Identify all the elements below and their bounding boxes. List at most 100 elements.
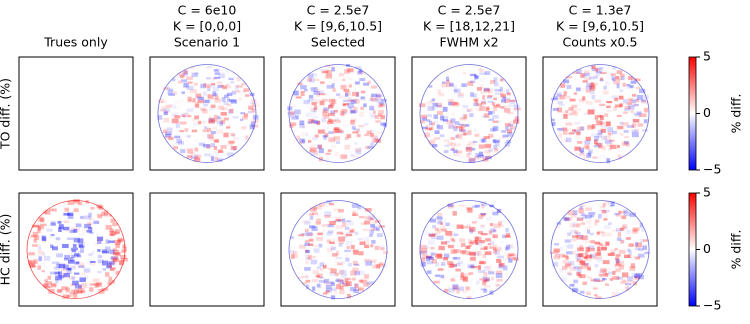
image-panel <box>149 192 265 307</box>
noise-pixel <box>383 122 387 128</box>
noise-pixel <box>230 81 235 84</box>
noise-pixel <box>340 274 348 279</box>
noise-pixel <box>500 93 506 98</box>
noise-pixel <box>440 228 448 232</box>
noise-pixel <box>183 69 188 75</box>
noise-pixel <box>55 275 63 281</box>
noise-pixel <box>105 239 110 244</box>
noise-pixel <box>581 267 589 270</box>
noise-pixel <box>319 276 324 279</box>
noise-pixel <box>293 254 299 259</box>
noise-pixel <box>359 216 365 219</box>
noise-pixel <box>112 259 117 263</box>
noise-pixel <box>644 251 650 254</box>
noise-pixel <box>597 246 601 251</box>
noise-pixel <box>289 111 295 115</box>
noise-pixel <box>606 105 611 108</box>
noise-pixel <box>37 250 43 253</box>
noise-pixel <box>331 287 336 291</box>
noise-pixel <box>571 104 578 108</box>
noise-pixel <box>181 79 188 83</box>
noise-pixel <box>224 94 229 98</box>
noise-pixel <box>112 248 118 251</box>
noise-pixel <box>554 98 562 102</box>
noise-pixel <box>480 288 487 291</box>
noise-pixel <box>446 244 450 248</box>
noise-pixel <box>340 270 347 276</box>
noise-pixel <box>594 264 599 268</box>
noise-pixel <box>105 272 110 277</box>
noise-pixel <box>600 115 604 120</box>
noise-pixel <box>68 275 73 280</box>
noise-pixel <box>628 250 632 255</box>
noise-pixel <box>319 202 326 207</box>
noise-pixel <box>308 95 314 99</box>
noise-pixel <box>81 283 88 288</box>
noise-pixel <box>492 211 499 216</box>
noise-pixel <box>601 145 606 151</box>
noise-pixel <box>638 248 644 251</box>
noise-pixel <box>440 217 447 223</box>
noise-pixel <box>474 75 480 79</box>
noise-pixel <box>564 217 570 221</box>
noise-pixel <box>583 274 589 278</box>
noise-pixel <box>631 123 637 128</box>
noise-pixel <box>212 87 220 92</box>
noise-pixel <box>201 108 209 114</box>
noise-pixel <box>579 147 585 152</box>
noise-pixel <box>74 253 80 257</box>
noise-pixel <box>312 206 318 211</box>
noise-pixel <box>459 250 467 254</box>
noise-pixel <box>347 294 351 299</box>
noise-pixel <box>604 139 612 144</box>
noise-pixel <box>579 260 586 263</box>
noise-pixel <box>612 270 616 275</box>
noise-pixel <box>482 281 486 286</box>
noise-pixel <box>327 120 334 124</box>
noise-pixel <box>71 229 75 233</box>
noise-pixel <box>202 109 207 114</box>
noise-pixel <box>487 243 491 246</box>
noise-pixel <box>204 153 211 157</box>
noise-pixel <box>453 233 459 236</box>
noise-pixel <box>359 85 363 88</box>
noise-pixel <box>632 228 638 233</box>
noise-pixel <box>318 148 324 154</box>
noise-pixel <box>354 271 360 276</box>
noise-pixel <box>232 134 237 138</box>
noise-pixel <box>580 234 584 240</box>
noise-pixel <box>615 268 621 273</box>
noise-pixel <box>109 233 116 237</box>
noise-pixel <box>304 242 310 247</box>
noise-pixel <box>376 233 383 238</box>
noise-pixel <box>583 262 590 266</box>
noise-pixel <box>30 234 37 238</box>
noise-pixel <box>444 144 450 147</box>
noise-pixel <box>479 69 486 73</box>
noise-pixel <box>584 144 590 148</box>
noise-pixel <box>471 147 476 151</box>
noise-pixel <box>501 234 507 239</box>
noise-pixel <box>622 272 629 278</box>
noise-pixel <box>478 151 484 157</box>
noise-pixel <box>565 256 569 260</box>
noise-pixel <box>465 147 472 150</box>
noise-pixel <box>365 260 373 266</box>
noise-pixel <box>634 247 640 251</box>
noise-pixel <box>230 146 238 150</box>
noise-pixel <box>223 132 229 138</box>
noise-pixel <box>496 258 502 263</box>
noise-pixel <box>89 280 93 284</box>
noise-pixel <box>241 123 247 128</box>
noise-pixel <box>333 128 338 134</box>
noise-pixel <box>333 208 340 211</box>
noise-pixel <box>194 115 199 120</box>
noise-pixel <box>363 239 370 245</box>
noise-pixel <box>370 141 375 146</box>
noise-pixel <box>637 112 642 116</box>
noise-pixel <box>594 241 601 245</box>
noise-pixel <box>587 247 595 252</box>
noise-pixel <box>293 250 297 254</box>
noise-pixel <box>573 108 581 111</box>
noise-pixel <box>364 208 372 212</box>
